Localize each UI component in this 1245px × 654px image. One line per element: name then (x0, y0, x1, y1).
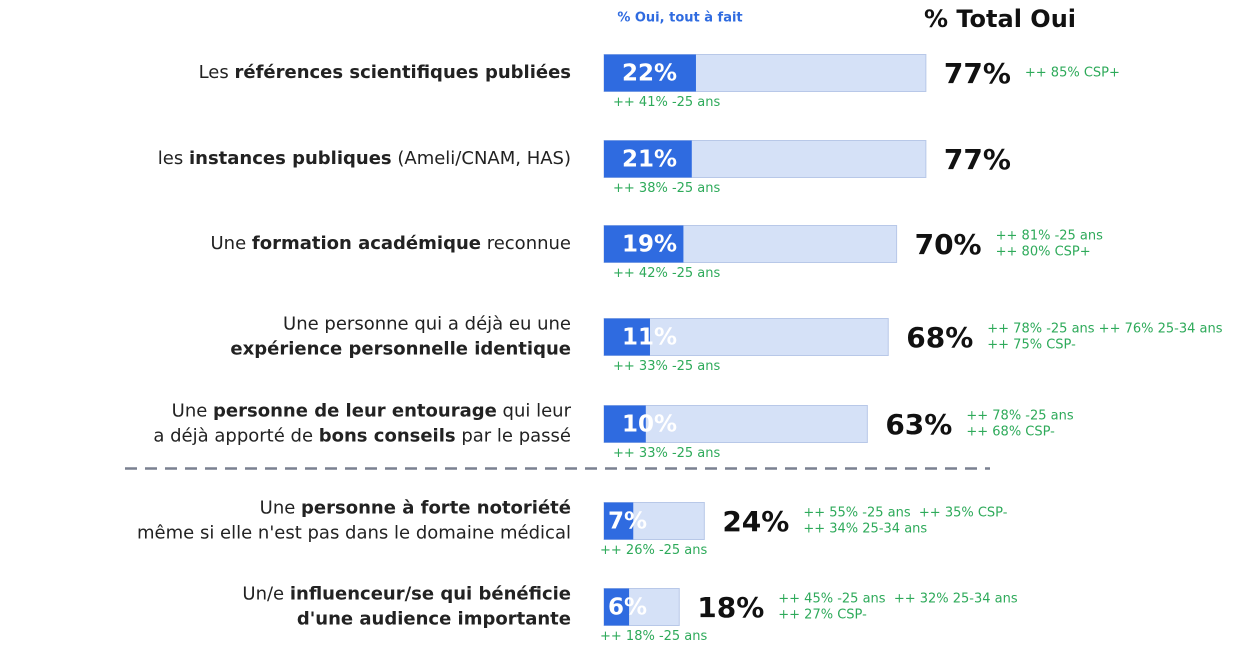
oui-bar (604, 318, 650, 356)
category-label: Une formation académique reconnue (211, 233, 572, 254)
note-right: ++ 78% -25 ans ++ 76% 25-34 ans (987, 322, 1222, 337)
total-bar (603, 405, 868, 443)
note-right: ++ 80% CSP+ (996, 245, 1091, 260)
category-label: Une personne qui a déjà eu une (283, 314, 571, 335)
label-segment: a déjà apporté de (153, 426, 318, 447)
oui-bar (604, 54, 696, 92)
label-segment: Une (260, 498, 301, 519)
note-right: ++ 68% CSP- (966, 425, 1055, 440)
note-right: ++ 45% -25 ans ++ 32% 25-34 ans (778, 592, 1018, 607)
note-below: ++ 33% -25 ans (613, 359, 721, 374)
total-bar (603, 318, 889, 356)
category-label: Une personne à forte notoriété (260, 498, 571, 519)
total-label: 18% (697, 591, 764, 624)
note-right: ++ 85% CSP+ (1025, 66, 1120, 81)
label-segment: personne de leur entourage (213, 401, 497, 422)
category-label: a déjà apporté de bons conseils par le p… (153, 426, 571, 447)
label-segment: Une personne qui a déjà eu une (283, 314, 571, 335)
note-right: ++ 34% 25-34 ans (803, 522, 927, 537)
category-label: Une personne de leur entourage qui leur (172, 401, 572, 422)
label-segment: Un/e (242, 584, 289, 605)
label-segment: influenceur/se qui bénéficie (290, 584, 571, 605)
category-label: les instances publiques (Ameli/CNAM, HAS… (158, 148, 571, 169)
category-label: même si elle n'est pas dans le domaine m… (137, 523, 571, 544)
note-right: ++ 55% -25 ans ++ 35% CSP- (803, 506, 1007, 521)
oui-bar (604, 405, 646, 443)
oui-bar (604, 502, 634, 540)
label-segment: reconnue (481, 233, 571, 254)
category-label: expérience personnelle identique (230, 339, 571, 360)
category-label: Les références scientifiques publiées (199, 62, 571, 83)
label-segment: Une (211, 233, 252, 254)
oui-label: 6% (608, 595, 647, 621)
oui-label: 11% (622, 325, 677, 351)
label-segment: expérience personnelle identique (230, 339, 571, 360)
note-right: ++ 81% -25 ans (996, 229, 1104, 244)
label-segment: qui leur (497, 401, 572, 422)
label-segment: Une (172, 401, 213, 422)
label-segment: références scientifiques publiées (234, 62, 571, 83)
label-segment: personne à forte notoriété (301, 498, 571, 519)
oui-label: 22% (622, 61, 677, 87)
oui-bar (604, 225, 684, 263)
label-segment: formation académique (252, 233, 481, 254)
note-right: ++ 75% CSP- (987, 338, 1076, 353)
oui-label: 10% (622, 412, 677, 438)
category-label: d'une audience importante (297, 609, 571, 630)
total-label: 70% (915, 228, 982, 261)
series-header: % Oui, tout à fait (617, 11, 742, 26)
label-segment: par le passé (456, 426, 571, 447)
category-label: Un/e influenceur/se qui bénéficie (242, 584, 571, 605)
total-label: 68% (906, 321, 973, 354)
note-below: ++ 42% -25 ans (613, 266, 721, 281)
label-segment: Les (199, 62, 235, 83)
note-below: ++ 38% -25 ans (613, 181, 721, 196)
note-below: ++ 33% -25 ans (613, 446, 721, 461)
label-segment: bons conseils (319, 426, 456, 447)
oui-bar (604, 140, 692, 178)
total-label: 24% (722, 505, 789, 538)
total-label: 77% (944, 143, 1011, 176)
note-below: ++ 18% -25 ans (600, 629, 708, 644)
label-segment: instances publiques (189, 148, 392, 169)
label-segment: d'une audience importante (297, 609, 571, 630)
label-segment: les (158, 148, 189, 169)
note-right: ++ 27% CSP- (778, 608, 867, 623)
note-right: ++ 78% -25 ans (966, 409, 1074, 424)
total-label: 63% (885, 408, 952, 441)
oui-label: 7% (608, 509, 647, 535)
note-below: ++ 26% -25 ans (600, 543, 708, 558)
note-below: ++ 41% -25 ans (613, 95, 721, 110)
label-segment: (Ameli/CNAM, HAS) (392, 148, 571, 169)
oui-label: 21% (622, 147, 677, 173)
label-segment: même si elle n'est pas dans le domaine m… (137, 523, 571, 544)
total-label: 77% (944, 57, 1011, 90)
oui-bar (604, 588, 630, 626)
series-header: % Total Oui (924, 5, 1076, 33)
oui-label: 19% (622, 232, 677, 258)
